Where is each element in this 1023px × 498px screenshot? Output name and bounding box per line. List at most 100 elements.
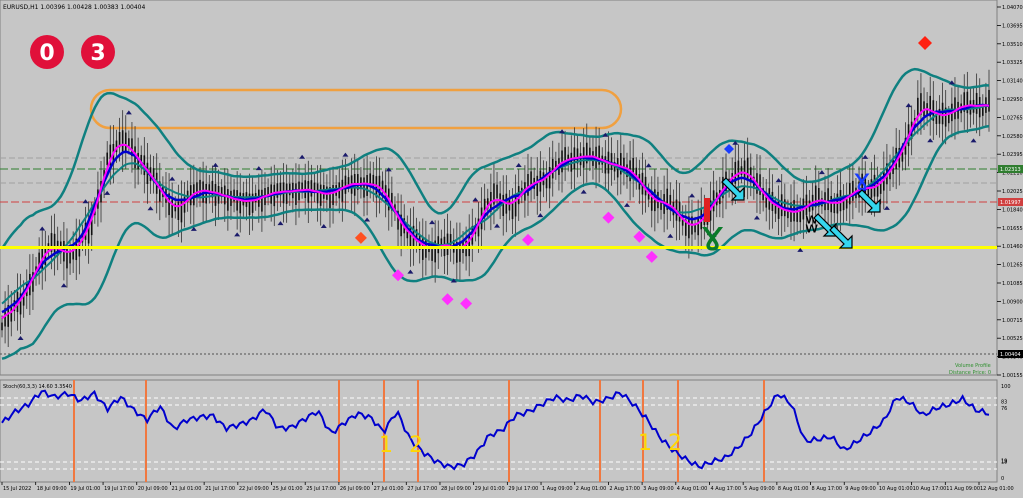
time-tick-label: 25 Jul 17:00 (306, 486, 336, 492)
signal-arrow (494, 223, 501, 228)
badge-three: 3 (81, 35, 115, 69)
signal-arrow (645, 163, 652, 168)
main-panel-frame (0, 0, 998, 376)
volume-profile-label: Volume Profile (955, 363, 991, 369)
badge-zero: 0 (30, 35, 64, 69)
time-tick-label: 4 Aug 17:00 (710, 486, 741, 492)
price-marker-green: 1.02313 (998, 165, 1023, 173)
price-tick-label: 1.00900 (1002, 299, 1023, 305)
signal-arrow (883, 205, 890, 210)
price-axis: 1.04070 1.03695 1.03510 1.03325 1.03140 1.029… (997, 5, 1023, 379)
signal-arrow (60, 283, 67, 288)
chart-title: EURUSD,H1 1.00396 1.00428 1.00383 1.0040… (3, 4, 145, 11)
time-tick-label: 4 Aug 01:00 (677, 486, 708, 492)
signal-arrow (710, 232, 717, 237)
time-tick-label: 27 Jul 01:00 (374, 486, 404, 492)
time-tick-label: 15 Jul 2022 (3, 486, 31, 492)
stoch-axis-label: 100 (1001, 384, 1011, 390)
time-tick-label: 29 Jul 01:00 (475, 486, 505, 492)
price-tick-label: 1.01265 (1002, 263, 1023, 269)
time-tick-label: 20 Jul 09:00 (138, 486, 168, 492)
stoch-vertical-marks (73, 380, 765, 482)
annotation-two-a: 2 (409, 433, 423, 458)
signal-arrow (580, 189, 587, 194)
price-tick-label: 1.02950 (1002, 97, 1023, 103)
signal-arrow (515, 163, 522, 168)
time-tick-label: 10 Aug 17:00 (913, 486, 947, 492)
signal-arrow (169, 176, 176, 181)
signal-diamond (354, 231, 367, 244)
time-tick-label: 8 Aug 17:00 (812, 486, 843, 492)
signal-arrow (905, 103, 912, 108)
signal-arrow (753, 215, 760, 220)
time-tick-label: 19 Jul 17:00 (104, 486, 134, 492)
signal-arrow (623, 202, 630, 207)
price-tick-label: 1.01460 (1002, 244, 1023, 250)
price-tick-label: 1.02580 (1002, 134, 1023, 140)
price-tick-label: 1.04070 (1002, 5, 1023, 11)
signal-arrow (299, 154, 306, 159)
signal-arrow (559, 129, 566, 134)
time-tick-label: 28 Jul 09:00 (441, 486, 471, 492)
stoch-title: Stoch(60,3,3) 14.60 3.3540 (3, 384, 72, 390)
stoch-panel-frame (0, 379, 998, 483)
price-tick-label: 1.03510 (1002, 42, 1023, 48)
time-tick-label: 19 Jul 01:00 (70, 486, 100, 492)
annotation-two-b: 2 (668, 431, 682, 456)
annotation-one-a: 1 (379, 433, 393, 458)
signal-arrow (17, 336, 24, 341)
highlight-ellipse (89, 88, 623, 130)
signal-arrow (147, 206, 154, 211)
signal-diamond-red (918, 36, 932, 50)
signal-diamond-blue (724, 144, 734, 154)
signal-arrow (927, 138, 934, 143)
stoch-axis-label: 19 (1001, 459, 1007, 465)
moving-average-fast (1, 104, 990, 320)
time-tick-label: 21 Jul 17:00 (205, 486, 235, 492)
price-tick-label: 1.01655 (1002, 226, 1023, 232)
price-tick-label: 1.03695 (1002, 23, 1023, 29)
cyan-arrow-group (721, 177, 881, 249)
svg-text:1.01997: 1.01997 (1000, 200, 1021, 206)
signal-diamond (460, 297, 473, 310)
distance-price-label: Distance Price: 0 (949, 370, 991, 376)
pattern-glyph-three: ʬ (805, 209, 818, 239)
signal-diamonds (354, 36, 932, 310)
signal-arrow (948, 80, 955, 85)
signal-arrow (385, 167, 392, 172)
time-axis: 15 Jul 2022 18 Jul 09:00 19 Jul 01:00 19 Ju… (1, 482, 1014, 492)
price-tick-label: 1.02210 (1002, 171, 1023, 177)
price-tick-label: 1.03325 (1002, 60, 1023, 66)
signal-arrow (667, 233, 674, 238)
svg-text:1.00404: 1.00404 (1000, 352, 1021, 358)
time-tick-label: 3 Aug 09:00 (643, 486, 674, 492)
price-tick-label: 1.00525 (1002, 336, 1023, 342)
time-tick-label: 26 Jul 09:00 (340, 486, 370, 492)
badge-zero-label: 0 (39, 41, 54, 66)
signal-arrow (688, 193, 695, 198)
time-tick-label: 12 Aug 01:00 (980, 486, 1014, 492)
signal-arrow (970, 138, 977, 143)
price-tick-label: 1.02025 (1002, 189, 1023, 195)
signal-arrow (407, 269, 414, 274)
signal-arrow (255, 166, 262, 171)
stoch-axis-label: 83 (1001, 400, 1007, 406)
time-tick-label: 2 Aug 17:00 (609, 486, 640, 492)
time-tick-label: 8 Aug 01:00 (778, 486, 809, 492)
signal-arrow (775, 178, 782, 183)
signal-diamond (645, 250, 658, 263)
time-tick-label: 27 Jul 17:00 (407, 486, 437, 492)
signal-arrow (364, 217, 371, 222)
signal-diamond (521, 233, 534, 246)
signal-arrow (39, 226, 46, 231)
time-tick-label: 1 Aug 09:00 (542, 486, 573, 492)
signal-arrow (429, 220, 436, 225)
price-marker-red: 1.01997 (998, 198, 1023, 206)
svg-text:1.02313: 1.02313 (1000, 167, 1021, 173)
time-tick-label: 5 Aug 09:00 (744, 486, 775, 492)
signal-arrow (797, 247, 804, 252)
price-tick-label: 1.01085 (1002, 281, 1023, 287)
stoch-axis-label: 18 (1001, 459, 1007, 465)
